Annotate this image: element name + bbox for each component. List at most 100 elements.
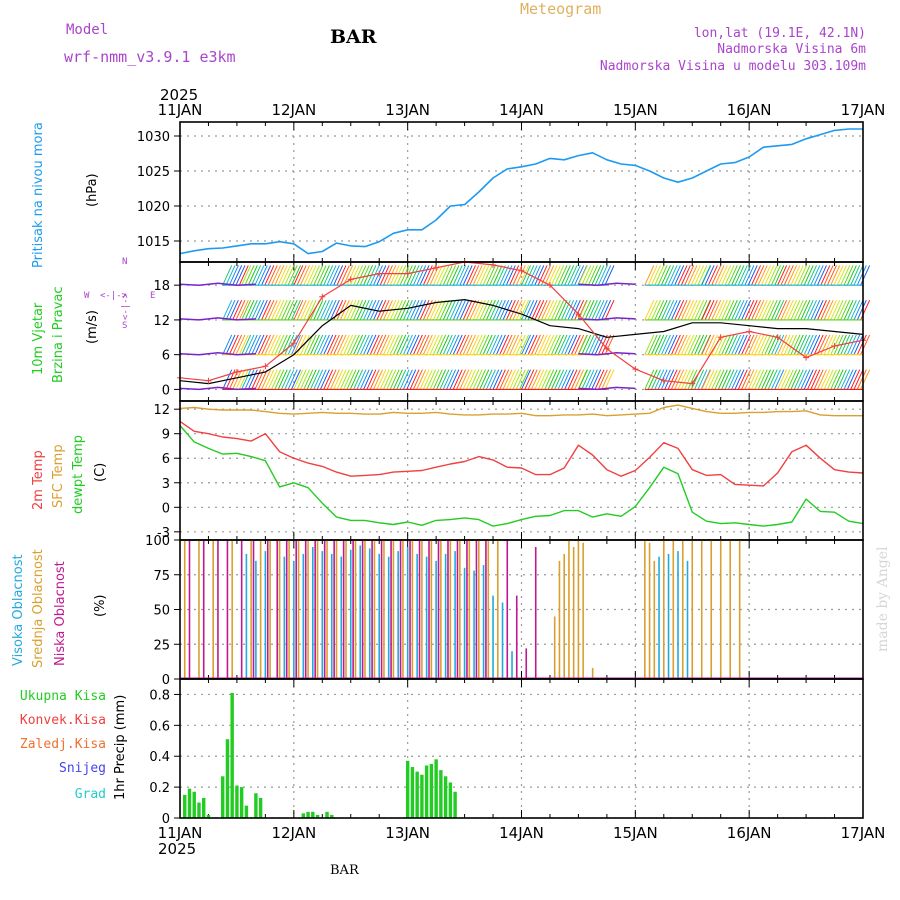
wind-calm-mark (179, 282, 256, 286)
wind-barb (711, 265, 722, 286)
wind-barb (787, 369, 798, 390)
wind-barb (293, 369, 304, 390)
wind-gust-marker (660, 377, 667, 384)
wind-barb (544, 300, 555, 321)
wind-barb (274, 369, 285, 390)
wind-barb (293, 265, 304, 286)
wind-barb (505, 300, 516, 321)
wind-barb (711, 369, 722, 390)
y-tick-label: 12 (153, 314, 170, 329)
temp-side-label-1: 2m Temp (31, 450, 46, 510)
wind-gust-marker (603, 345, 610, 352)
wind-barb (402, 300, 413, 321)
wind-barb (767, 265, 778, 286)
wind-barb (399, 300, 410, 321)
wind-barb (797, 334, 808, 355)
wind-barb (254, 265, 265, 286)
wind-barb (319, 265, 330, 286)
wind-barb (257, 300, 268, 321)
wind-barb (754, 334, 765, 355)
wind-barb (277, 334, 288, 355)
wind-gust-marker (262, 363, 269, 370)
temperature-panel: -3 0 3 6 9 12 (153, 400, 864, 541)
wind-barb (684, 300, 695, 321)
wind-barb (557, 369, 568, 390)
wind-barb (509, 265, 520, 286)
wind-gust-marker (632, 366, 639, 373)
wind-barb (277, 300, 288, 321)
wind-barb (601, 300, 612, 321)
wind-barb (267, 369, 278, 390)
wind-barb (469, 300, 480, 321)
wind-barb (406, 300, 417, 321)
wind-barb (594, 265, 605, 286)
wind-barb (783, 265, 794, 286)
pressure-line (179, 128, 863, 255)
wind-gust-marker (376, 270, 383, 277)
bottom-date-label: 12JAN (271, 824, 316, 842)
wind-barb (677, 265, 688, 286)
wind-barb (734, 334, 745, 355)
cloud-side-label-3: Niska Oblacnost (53, 561, 68, 666)
wind-barb (319, 369, 330, 390)
precip-bar (315, 814, 320, 818)
wind-barb (456, 300, 466, 321)
precip-bar (192, 791, 196, 818)
wind-gust-marker (575, 311, 582, 318)
wind-barb (349, 334, 360, 355)
wind-barb (687, 334, 698, 355)
precip-bar (448, 782, 453, 818)
wind-barb (591, 334, 602, 355)
wind-barb (537, 369, 548, 390)
wind-barb (777, 334, 788, 355)
wind-barb (787, 300, 798, 321)
wind-barb (701, 265, 712, 286)
wind-barb (475, 369, 486, 390)
wind-barb (560, 265, 571, 286)
wind-barb (777, 265, 788, 286)
wind-barb (601, 265, 612, 286)
wind-barb (846, 265, 857, 286)
wind-barb (527, 265, 538, 286)
wind-barb (281, 369, 291, 390)
wind-barb (701, 334, 712, 355)
wind-barb (594, 300, 605, 321)
wind-barb (690, 334, 701, 355)
wind-barb (724, 265, 735, 286)
y-tick-label: 1025 (137, 165, 170, 180)
y-tick-label: 6 (162, 349, 170, 364)
wind-barb (449, 334, 460, 355)
wind-barb (604, 300, 615, 321)
wind-barb (534, 369, 545, 390)
wind-barb (291, 369, 301, 390)
wind-barb (674, 334, 685, 355)
wind-barb (228, 334, 239, 355)
wind-barb (241, 265, 252, 286)
wind-barb (657, 265, 668, 286)
wind-barb (807, 300, 817, 321)
precip-bar (424, 765, 429, 818)
wind-barb (412, 265, 423, 286)
wind-barb (664, 334, 675, 355)
wind-barb (379, 265, 390, 286)
wind-barb (225, 300, 236, 321)
wind-barb (757, 334, 768, 355)
wind-barb (800, 300, 811, 321)
wind-barb (502, 334, 513, 355)
wind-barb (757, 369, 768, 390)
wind-barb (574, 334, 585, 355)
wind-barb (406, 334, 417, 355)
precip-bar (429, 763, 434, 818)
wind-barb (343, 265, 354, 286)
wind-barb (711, 300, 722, 321)
wind-barb (429, 369, 440, 390)
wind-barb (764, 300, 775, 321)
wind-barb (499, 334, 510, 355)
wind-barb (399, 334, 410, 355)
wind-barb (452, 334, 463, 355)
wind-barb (830, 369, 841, 390)
wind-barb (823, 369, 834, 390)
wind-gust-marker (746, 328, 753, 335)
wind-barb (300, 334, 310, 355)
wind-barb (833, 265, 844, 286)
